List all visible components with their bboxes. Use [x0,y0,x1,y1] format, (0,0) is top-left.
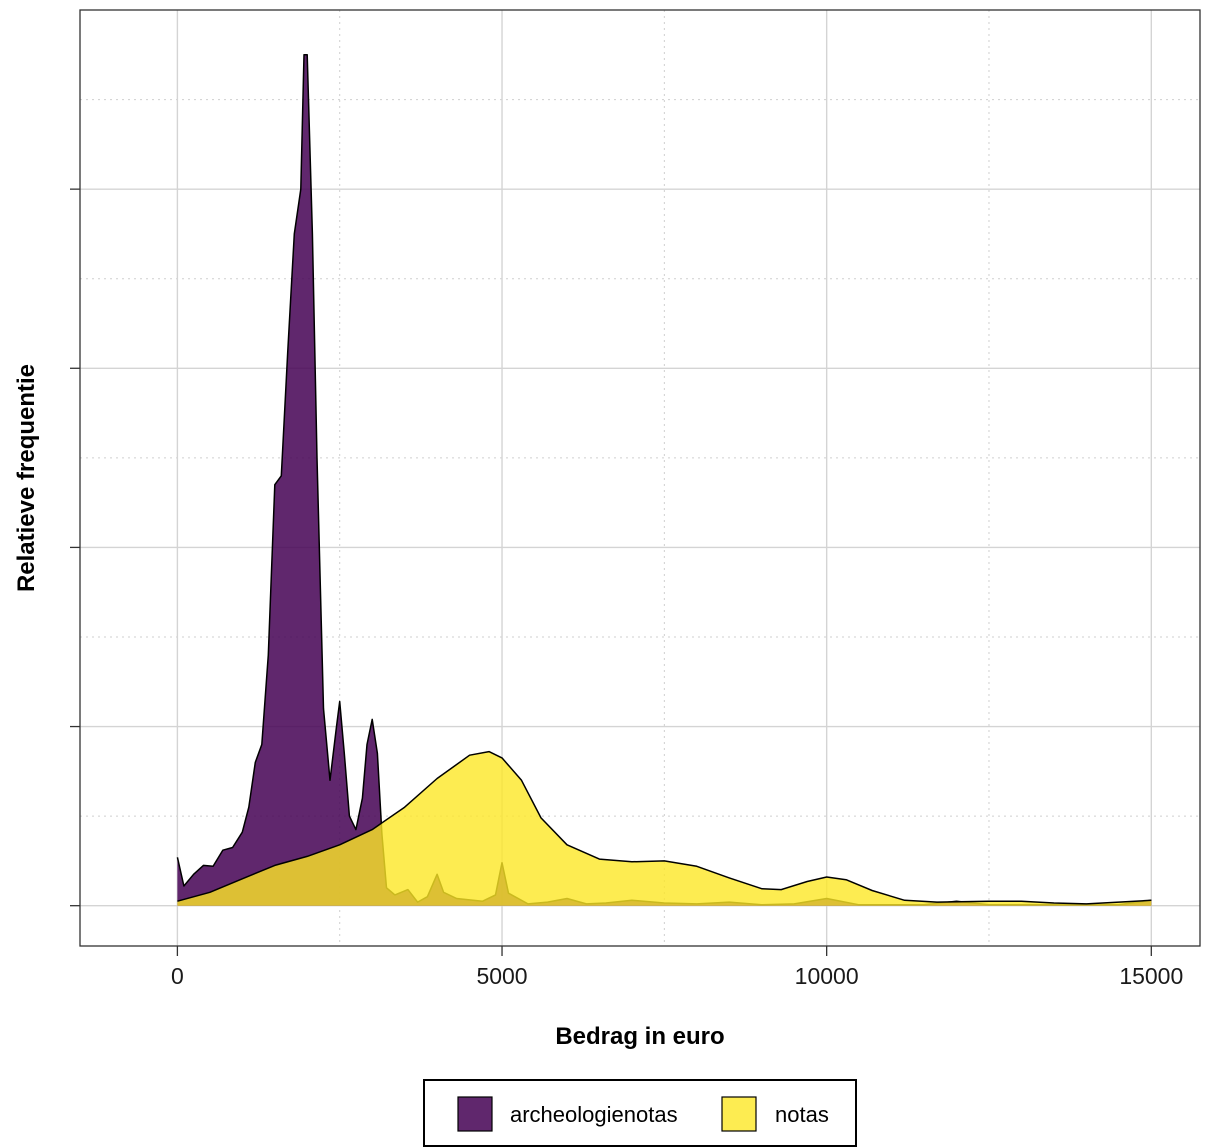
density-area-notas [177,751,1152,906]
density-outline-notas [177,750,1152,905]
y-axis-ticks [70,188,80,907]
y-axis-title: Relatieve frequentie [13,364,40,592]
x-axis-ticks: 0 5000 10000 15000 [171,946,1183,989]
legend-label-notas: notas [775,1102,829,1127]
legend: archeologienotas notas [423,1079,857,1147]
x-axis-title: Bedrag in euro [555,1023,724,1050]
density-areas [176,54,1152,906]
x-tick-label: 10000 [795,963,859,989]
x-tick-label: 5000 [476,963,527,989]
x-tick-label: 15000 [1119,963,1183,989]
x-tick-label: 0 [171,963,184,989]
plot-panel-border [79,9,1201,947]
legend-swatch-notas [721,1096,757,1132]
density-area-archeologienotas [177,54,1152,906]
legend-swatch-archeologienotas [457,1096,493,1132]
legend-box [423,1079,857,1147]
legend-label-archeologienotas: archeologienotas [510,1102,678,1127]
